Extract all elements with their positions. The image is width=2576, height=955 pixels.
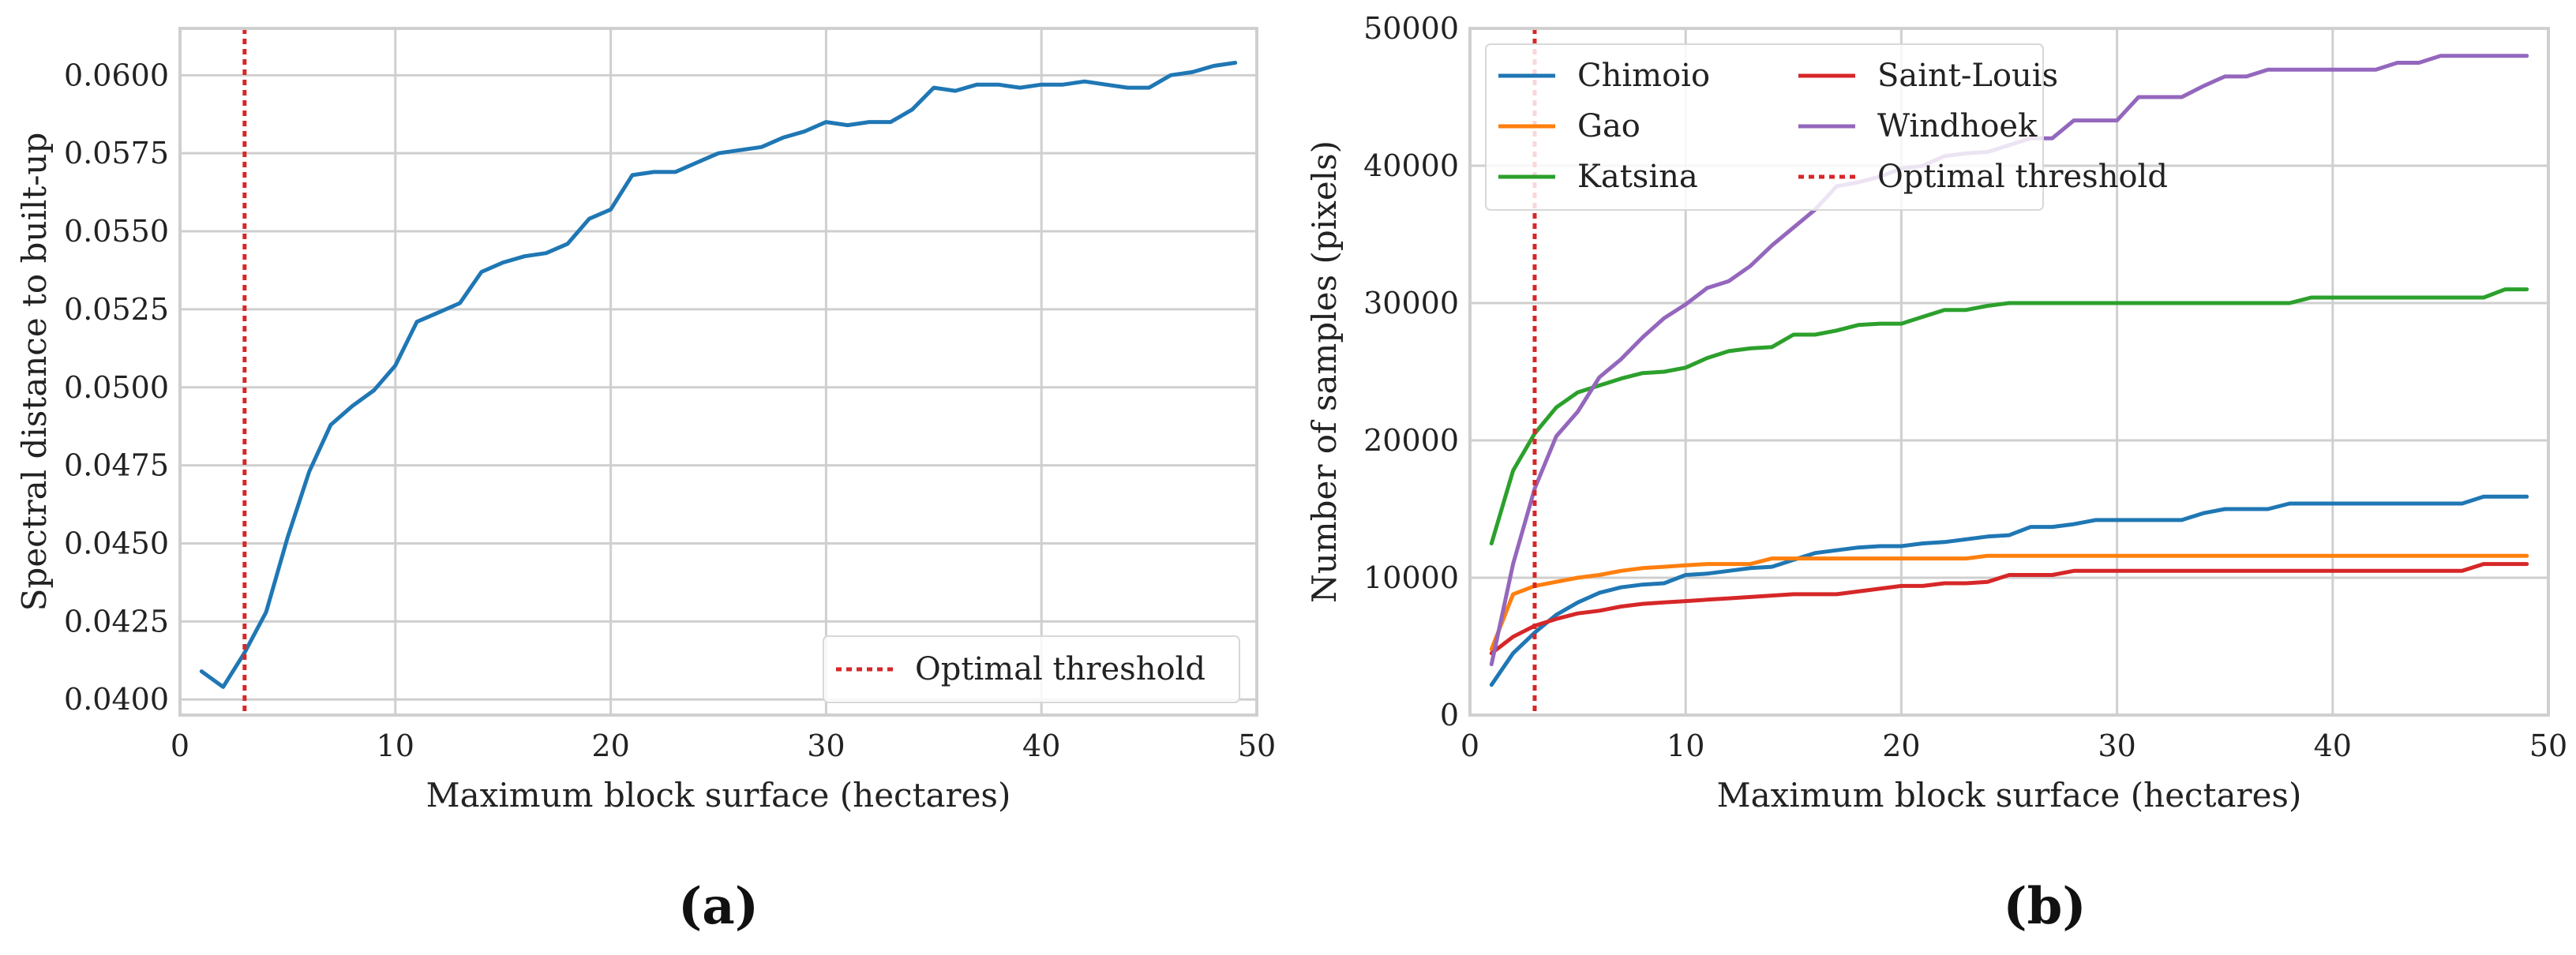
series-a	[199, 28, 1238, 715]
y-axis-label-b: Number of samples (pixels)	[1305, 140, 1344, 603]
series-line-b-saint-louis	[1489, 562, 2529, 656]
y-tick-label-a-0: 0.0400	[64, 682, 169, 717]
x-tick-label-b-0: 0	[1460, 728, 1479, 763]
series-line-b-gao	[1489, 553, 2529, 651]
x-tick-label-a-4: 40	[1022, 728, 1060, 763]
legend-label-b-0: Chimoio	[1577, 58, 1710, 94]
y-tick-label-a-6: 0.0550	[64, 214, 169, 249]
legend-label-b-3: Saint-Louis	[1877, 58, 2058, 94]
legend-label-b-2: Katsina	[1577, 159, 1698, 195]
y-tick-label-a-1: 0.0425	[64, 604, 169, 639]
y-tick-label-a-7: 0.0575	[64, 136, 169, 170]
y-axis-label-a: Spectral distance to built-up	[15, 133, 54, 612]
x-tick-label-b-3: 30	[2098, 728, 2135, 763]
legend-b: Chimoio Gao Katsina Saint-Louis Windhoek Opti…	[1485, 43, 2168, 211]
chart-panel-b: 0 10 20 30 40 50 0 10000 20000 30000 40000 50000 Ma…	[1305, 11, 2567, 936]
legend-label-b-4: Windhoek	[1877, 108, 2038, 144]
plot-area-a	[180, 28, 1257, 715]
panel-label-a: (a)	[678, 877, 759, 936]
legend-label-b-5: Optimal threshold	[1877, 159, 2168, 195]
legend-box-a	[823, 635, 1240, 703]
x-tick-label-a-5: 50	[1238, 728, 1276, 763]
axes-frame-b	[1468, 27, 2550, 717]
x-tick-label-a-1: 10	[377, 728, 414, 763]
legend-label-b-1: Gao	[1577, 108, 1640, 144]
x-tick-label-b-5: 50	[2529, 728, 2567, 763]
y-tick-label-a-8: 0.0600	[64, 58, 169, 92]
x-tick-label-a-3: 30	[807, 728, 845, 763]
y-tick-label-a-2: 0.0450	[64, 526, 169, 561]
ticks-a: 0 10 20 30 40 50 0.0400 0.0425 0.0450 0.0475 0.050…	[64, 58, 1276, 763]
series-line-a-spectral-distance	[199, 61, 1238, 689]
y-tick-label-b-4: 40000	[1363, 148, 1459, 183]
y-tick-label-b-2: 20000	[1363, 423, 1459, 458]
x-tick-label-a-2: 20	[591, 728, 629, 763]
y-tick-label-b-5: 50000	[1363, 11, 1459, 46]
panel-label-b: (b)	[2003, 877, 2086, 936]
y-tick-label-a-5: 0.0525	[64, 292, 169, 327]
chart-panel-a: 0 10 20 30 40 50 0.0400 0.0425 0.0450 0.0475 0.050…	[15, 27, 1276, 936]
legend-label-a-0: Optimal threshold	[915, 651, 1206, 687]
x-axis-label-b: Maximum block surface (hectares)	[1717, 776, 2302, 815]
x-tick-label-b-2: 20	[1882, 728, 1920, 763]
legend-a: Optimal threshold	[823, 635, 1240, 703]
ticks-b: 0 10 20 30 40 50 0 10000 20000 30000 40000 50000	[1363, 11, 2567, 763]
series-line-b-katsina	[1489, 287, 2529, 545]
y-tick-label-b-0: 0	[1440, 698, 1459, 732]
series-b	[1489, 28, 2529, 715]
y-tick-label-b-1: 10000	[1363, 560, 1459, 595]
series-line-b-chimoio	[1489, 494, 2529, 687]
x-tick-label-b-1: 10	[1667, 728, 1704, 763]
y-tick-label-b-3: 30000	[1363, 286, 1459, 320]
legend-box-b	[1485, 43, 2044, 211]
x-tick-label-b-4: 40	[2314, 728, 2352, 763]
x-tick-label-a-0: 0	[171, 728, 189, 763]
axes-frame-a	[178, 27, 1258, 717]
y-tick-label-a-3: 0.0475	[64, 448, 169, 483]
x-axis-label-a: Maximum block surface (hectares)	[426, 776, 1011, 815]
y-tick-label-a-4: 0.0500	[64, 370, 169, 405]
